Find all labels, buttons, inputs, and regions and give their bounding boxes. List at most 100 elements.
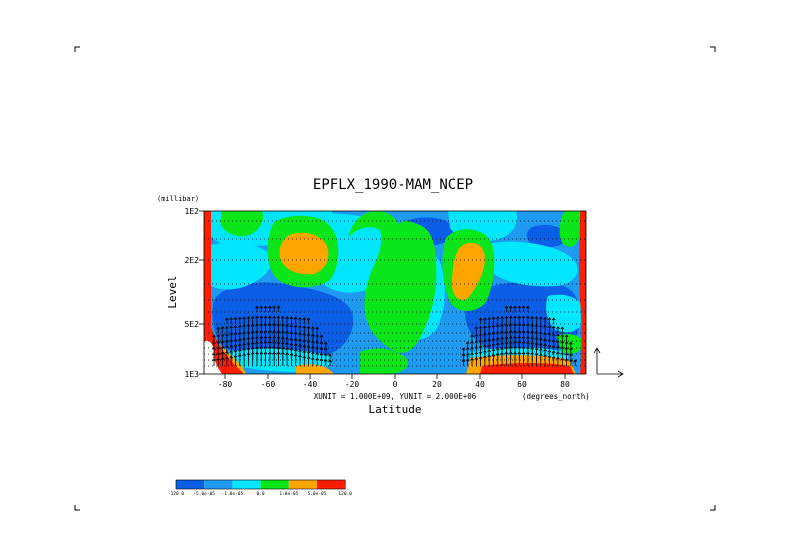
y-tick-label: 1E3 [185, 370, 200, 379]
flux-vector-arrow [517, 315, 522, 324]
flux-vector-arrow [530, 351, 535, 366]
flux-vector-arrow [551, 325, 556, 333]
colorbar: -120.0 -5.0e-05 -1.0e-05 0.0 1.0e-05 5.0e-05 1… [168, 479, 352, 497]
flux-vector-arrow [517, 305, 522, 312]
flux-vector-arrow [311, 333, 315, 341]
flux-vector-arrow [474, 326, 479, 333]
flux-vector-arrow [306, 356, 311, 366]
flux-vector-arrow [470, 334, 474, 341]
flux-vector-arrow [225, 356, 229, 366]
flux-vector-arrow [530, 323, 535, 333]
x-units-label: (degrees_north) [522, 392, 590, 401]
flux-vector-arrow [280, 351, 285, 366]
flux-vector-arrow [526, 323, 530, 333]
flux-vector-arrow [461, 359, 466, 366]
flux-vector-arrow [250, 351, 255, 366]
flux-vector-arrow [521, 351, 526, 366]
colorbar-swatch [176, 480, 205, 489]
flux-vector-arrow [311, 326, 315, 333]
flux-vector-arrow [564, 334, 569, 341]
crop-mark-bottom-right [710, 505, 716, 511]
flux-vector-arrow [229, 317, 234, 324]
flux-vector-arrow [268, 351, 272, 366]
flux-vector-arrow [237, 353, 242, 366]
flux-vector-arrow [487, 324, 492, 333]
flux-vector-arrow [250, 323, 255, 333]
flux-vector-arrow [543, 354, 547, 366]
flux-vector-arrow [513, 305, 517, 312]
flux-vector-arrow [470, 357, 474, 366]
y-tick-label: 2E2 [185, 256, 200, 265]
colorbar-label: -1.0e-05 [222, 491, 244, 497]
flux-vector-arrow [526, 305, 530, 312]
flux-vector-arrow [263, 323, 268, 333]
y-tick-label: 5E2 [185, 320, 200, 329]
flux-vector-arrow [328, 359, 332, 366]
flux-vector-arrow [263, 305, 268, 312]
flux-vector-arrow [564, 358, 569, 366]
flux-vector-arrow [465, 358, 470, 366]
crop-mark-bottom-left [74, 505, 80, 511]
flux-vector-arrow [276, 315, 281, 324]
x-tick-label: 60 [517, 380, 527, 389]
flux-vector-arrow [268, 315, 272, 324]
flux-vector-arrow [538, 353, 543, 366]
flux-vector-arrow [225, 317, 229, 324]
flux-vector-arrow [569, 347, 573, 354]
flux-vector-arrow [495, 352, 500, 366]
flux-vector-arrow [556, 333, 560, 341]
flux-vector-arrow [478, 356, 483, 366]
flux-vector-arrow [242, 316, 246, 324]
flux-vector-arrow [212, 358, 216, 366]
colorbar-label: -5.0e-05 [193, 491, 215, 497]
colorbar-label: 120.0 [338, 491, 352, 497]
flux-vector-arrow [263, 351, 268, 366]
flux-vector-arrow [543, 324, 547, 333]
flux-vector-arrow [483, 325, 487, 333]
flux-vector-arrow [504, 323, 509, 333]
colorbar-swatch [204, 480, 233, 489]
flux-vector-arrow [242, 324, 246, 333]
flux-vector-arrow [289, 324, 294, 333]
colorbar-swatch [288, 480, 317, 489]
flux-vector-arrow [517, 351, 522, 366]
crop-mark-top-left [74, 46, 80, 52]
flux-vector-arrow [547, 325, 552, 333]
x-tick-label: -20 [345, 380, 360, 389]
y-axis-label: Level [166, 275, 179, 308]
flux-vector-arrow [233, 316, 238, 324]
x-tick-label: -60 [261, 380, 276, 389]
flux-vector-arrow [491, 324, 496, 333]
flux-vector-arrow [530, 315, 535, 324]
plot-area [204, 211, 586, 374]
flux-vector-arrow [323, 358, 328, 366]
flux-vector-arrow [547, 317, 552, 324]
flux-vector-arrow [233, 324, 238, 333]
flux-vector-arrow [216, 357, 221, 366]
vector-unit-note: XUNIT = 1.000E+09, YUNIT = 2.000E+06 [314, 392, 477, 401]
flux-vector-arrow [315, 334, 320, 341]
flux-vector-arrow [328, 353, 332, 360]
flux-vector-arrow [478, 325, 483, 333]
flux-vector-arrow [526, 315, 530, 324]
y-units-label: (millibar) [157, 195, 199, 203]
flux-vector-arrow [272, 305, 277, 312]
flux-vector-arrow [513, 323, 517, 333]
flux-vector-arrow [508, 323, 513, 333]
flux-vector-arrow [504, 351, 509, 366]
flux-vector-arrow [229, 355, 234, 366]
flux-vector-arrow [246, 316, 251, 324]
flux-vector-arrow [280, 323, 285, 333]
flux-vector-arrow [560, 326, 565, 333]
flux-vector-arrow [487, 316, 492, 324]
colorbar-swatch [317, 480, 346, 489]
flux-vector-arrow [216, 334, 221, 341]
x-tick-label: -80 [218, 380, 233, 389]
flux-vector-arrow [551, 355, 556, 366]
flux-vector-arrow [500, 315, 504, 324]
flux-vector-arrow [534, 323, 539, 333]
flux-vector-arrow [285, 352, 289, 366]
flux-vector-arrow [289, 352, 294, 366]
flux-vector-arrow [521, 323, 526, 333]
flux-vector-arrow [302, 317, 307, 324]
